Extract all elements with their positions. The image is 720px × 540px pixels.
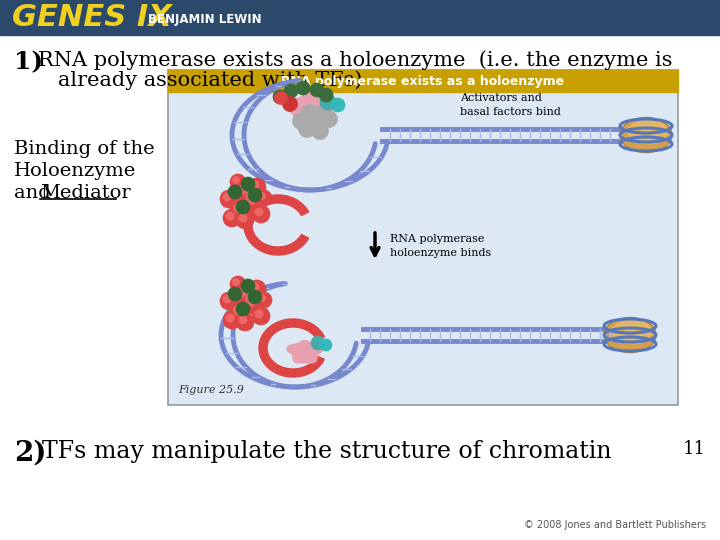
Circle shape [320, 111, 338, 127]
Circle shape [248, 178, 266, 196]
Text: 2): 2) [14, 440, 46, 467]
Text: © 2008 Jones and Bartlett Publishers: © 2008 Jones and Bartlett Publishers [524, 520, 706, 530]
Circle shape [302, 105, 318, 122]
Bar [0, 0, 720, 35]
Circle shape [243, 291, 261, 309]
Circle shape [308, 114, 325, 132]
Text: Mediator: Mediator [40, 184, 130, 202]
Ellipse shape [620, 118, 672, 152]
Text: 1): 1) [14, 50, 43, 74]
Circle shape [331, 98, 345, 112]
Circle shape [238, 315, 248, 325]
Circle shape [312, 123, 328, 139]
Circle shape [299, 120, 315, 138]
Text: and: and [14, 184, 57, 202]
Circle shape [230, 174, 246, 190]
Circle shape [254, 309, 264, 319]
Circle shape [234, 284, 254, 304]
Text: RNA polymerase exists as a holoenzyme: RNA polymerase exists as a holoenzyme [282, 75, 564, 87]
Circle shape [243, 189, 261, 207]
Circle shape [233, 203, 243, 213]
Circle shape [248, 188, 262, 202]
Ellipse shape [604, 318, 656, 353]
Bar [168, 70, 678, 92]
Circle shape [258, 294, 266, 302]
Circle shape [258, 192, 266, 200]
Circle shape [241, 177, 255, 191]
Polygon shape [287, 341, 323, 363]
Circle shape [256, 292, 272, 308]
Text: RNA polymerase exists as a holoenzyme  (i.e. the enzyme is: RNA polymerase exists as a holoenzyme (i… [38, 50, 672, 70]
Ellipse shape [612, 320, 652, 344]
Circle shape [319, 88, 333, 102]
Circle shape [282, 97, 297, 111]
Circle shape [238, 213, 248, 222]
Circle shape [284, 84, 298, 98]
Circle shape [233, 305, 243, 315]
Circle shape [251, 180, 259, 190]
Circle shape [254, 207, 264, 217]
Circle shape [237, 185, 247, 195]
Circle shape [232, 278, 240, 286]
Circle shape [220, 292, 238, 310]
Circle shape [228, 185, 242, 199]
Circle shape [273, 90, 287, 104]
Text: BENJAMIN LEWIN: BENJAMIN LEWIN [148, 12, 261, 25]
Polygon shape [244, 195, 309, 255]
Circle shape [230, 200, 250, 220]
Text: RNA polymerase
holoenzyme binds: RNA polymerase holoenzyme binds [390, 234, 491, 258]
Circle shape [223, 209, 241, 227]
Circle shape [320, 339, 332, 351]
Circle shape [236, 200, 250, 214]
Circle shape [246, 195, 256, 205]
Circle shape [248, 280, 266, 298]
Polygon shape [285, 93, 335, 126]
Circle shape [311, 336, 325, 350]
Circle shape [232, 176, 240, 184]
Polygon shape [259, 319, 324, 377]
Circle shape [220, 190, 238, 208]
Circle shape [228, 287, 242, 301]
Text: GENES IX: GENES IX [12, 3, 172, 32]
Circle shape [234, 182, 254, 202]
Circle shape [248, 290, 262, 304]
Circle shape [236, 313, 254, 331]
Text: Figure 25.9: Figure 25.9 [178, 385, 244, 395]
Circle shape [246, 294, 254, 302]
Circle shape [310, 83, 324, 97]
Circle shape [243, 192, 263, 212]
Circle shape [243, 294, 263, 314]
Circle shape [320, 94, 336, 110]
Circle shape [315, 105, 331, 122]
Bar [168, 70, 678, 405]
Circle shape [256, 190, 272, 206]
Circle shape [225, 212, 235, 220]
Text: 11: 11 [683, 440, 706, 458]
Circle shape [230, 276, 246, 292]
Circle shape [236, 302, 250, 316]
Circle shape [246, 297, 256, 307]
Circle shape [241, 279, 255, 293]
Circle shape [222, 294, 232, 303]
Circle shape [230, 302, 250, 322]
Text: Activators and
basal factors bind: Activators and basal factors bind [460, 93, 561, 117]
Circle shape [222, 192, 232, 201]
Circle shape [296, 81, 310, 95]
Circle shape [292, 112, 310, 130]
Circle shape [246, 192, 254, 200]
Text: already associated with TFs): already associated with TFs) [58, 70, 362, 90]
Text: TFs may manipulate the structure of chromatin: TFs may manipulate the structure of chro… [42, 440, 611, 463]
Circle shape [237, 287, 247, 297]
Circle shape [251, 282, 259, 292]
Text: Binding of the: Binding of the [14, 140, 155, 158]
Ellipse shape [628, 120, 668, 144]
Circle shape [252, 205, 270, 223]
Circle shape [236, 211, 254, 229]
Circle shape [274, 91, 287, 105]
Circle shape [225, 314, 235, 322]
Text: Holoenzyme: Holoenzyme [14, 162, 136, 180]
Circle shape [223, 311, 241, 329]
Circle shape [252, 307, 270, 325]
